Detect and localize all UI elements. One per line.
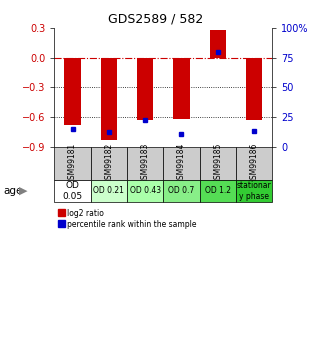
Text: OD 1.2: OD 1.2 (205, 186, 231, 195)
Text: ▶: ▶ (19, 186, 28, 196)
Bar (91, 147, 127, 180)
Bar (163, 180, 200, 202)
Text: OD 0.21: OD 0.21 (93, 186, 124, 195)
Bar (200, 180, 236, 202)
Bar (64, 58, 81, 126)
Bar (54, 180, 91, 202)
Bar (210, 30, 226, 58)
Bar (127, 180, 163, 202)
Bar (163, 147, 200, 180)
Bar (200, 147, 236, 180)
Text: GSM99181: GSM99181 (68, 143, 77, 184)
Text: GSM99186: GSM99186 (249, 143, 258, 184)
Text: GSM99183: GSM99183 (141, 143, 150, 184)
Text: OD
0.05: OD 0.05 (63, 181, 83, 201)
Bar (236, 180, 272, 202)
Text: OD 0.43: OD 0.43 (130, 186, 161, 195)
Bar (101, 58, 117, 140)
Bar (137, 58, 153, 120)
Bar (173, 58, 190, 119)
Bar (54, 147, 91, 180)
Bar (91, 180, 127, 202)
Bar (236, 147, 272, 180)
Text: GSM99185: GSM99185 (213, 143, 222, 184)
Legend: log2 ratio, percentile rank within the sample: log2 ratio, percentile rank within the s… (58, 209, 196, 229)
Text: GSM99184: GSM99184 (177, 143, 186, 184)
Bar (246, 58, 262, 120)
Bar (127, 147, 163, 180)
Text: OD 0.7: OD 0.7 (168, 186, 195, 195)
Text: GDS2589 / 582: GDS2589 / 582 (108, 12, 203, 25)
Text: age: age (3, 186, 22, 196)
Text: stationar
y phase: stationar y phase (237, 181, 272, 201)
Text: GSM99182: GSM99182 (104, 143, 113, 184)
